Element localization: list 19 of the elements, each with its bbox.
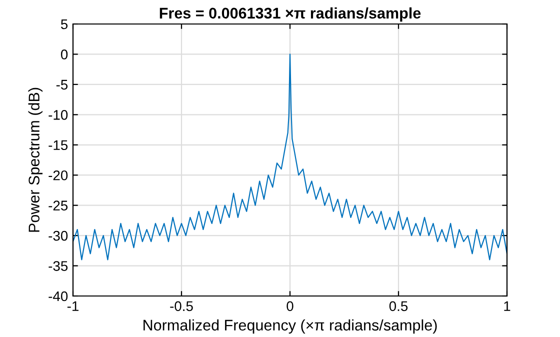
y-tick-label: -10 — [48, 110, 68, 120]
y-tick-label: -15 — [48, 140, 68, 150]
y-tick-label: -35 — [48, 261, 68, 271]
x-tick-label: -1 — [67, 301, 78, 311]
chart-title: Fres = 0.0061331 ×π radians/sample — [160, 7, 421, 22]
x-axis-title: Normalized Frequency (×π radians/sample) — [144, 319, 437, 334]
y-tick-label: 0 — [60, 50, 68, 60]
x-tick-label: 0.5 — [389, 301, 408, 312]
x-tick-label: -0.5 — [170, 301, 193, 312]
x-tick-label: 0 — [286, 301, 294, 312]
y-tick-label: -5 — [56, 80, 68, 90]
y-axis-title: Power Spectrum (dB) — [28, 88, 43, 232]
y-tick-label: 5 — [60, 19, 68, 30]
y-tick-label: -20 — [48, 170, 68, 180]
line-series — [73, 54, 507, 260]
y-tick-label: -25 — [48, 200, 68, 211]
y-tick-label: -40 — [48, 291, 68, 302]
x-tick-label: 1 — [504, 301, 510, 311]
y-tick-label: -30 — [48, 230, 68, 241]
